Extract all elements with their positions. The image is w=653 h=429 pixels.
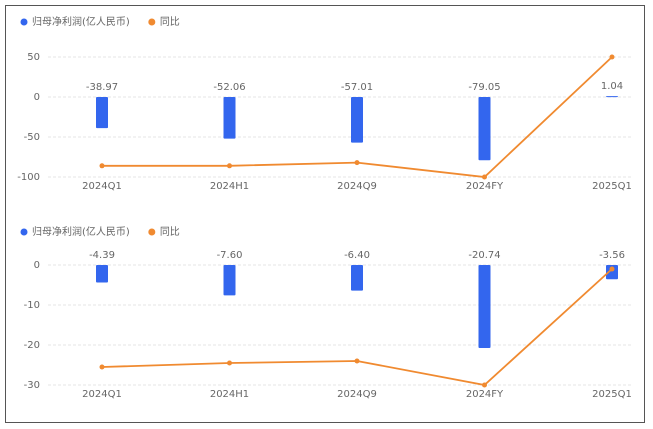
line-point [609, 54, 615, 60]
value-label: -6.40 [344, 250, 370, 261]
x-tick-label: 2025Q1 [592, 389, 632, 400]
line-point [482, 382, 487, 388]
line-point [609, 266, 615, 272]
line-point [99, 163, 105, 169]
line-point [482, 174, 487, 180]
legend-label: 归母净利润(亿人民币) [32, 15, 130, 28]
bar [478, 97, 491, 161]
x-tick-label: 2024Q1 [82, 181, 122, 192]
value-label: -79.05 [468, 82, 500, 93]
value-label: -38.97 [86, 82, 118, 93]
x-tick-label: 2024Q9 [337, 389, 377, 400]
x-tick-label: 2025Q1 [592, 181, 632, 192]
line-point [227, 360, 232, 366]
legend-marker [148, 228, 156, 236]
bar [606, 96, 618, 98]
y-tick-label: -50 [24, 132, 40, 143]
line-point [227, 163, 232, 169]
y-tick-label: -30 [24, 380, 40, 391]
x-tick-label: 2024Q1 [82, 389, 122, 400]
y-tick-label: 50 [27, 52, 40, 63]
x-tick-label: 2024H1 [210, 389, 249, 400]
bar [96, 265, 108, 283]
line-point [354, 358, 360, 364]
legend-marker [20, 18, 28, 26]
y-tick-label: -10 [24, 300, 40, 311]
y-tick-label: 0 [34, 92, 40, 103]
bar [351, 97, 363, 143]
legend-label: 归母净利润(亿人民币) [32, 225, 130, 238]
bar [478, 265, 491, 348]
value-label: -52.06 [213, 82, 245, 93]
bar [606, 265, 618, 280]
line-point [354, 160, 360, 166]
legend-marker [20, 228, 28, 236]
legend-label: 同比 [160, 16, 180, 28]
value-label: -20.74 [468, 250, 500, 261]
bar [223, 265, 236, 296]
y-tick-label: -100 [17, 172, 40, 183]
bar [351, 265, 363, 291]
legend-marker [148, 18, 156, 26]
value-label: -4.39 [89, 250, 115, 261]
x-tick-label: 2024FY [466, 181, 504, 192]
y-tick-label: 0 [34, 260, 40, 271]
value-label: 1.04 [601, 81, 623, 92]
value-label: -57.01 [341, 82, 373, 93]
bar [96, 97, 108, 129]
frame [5, 5, 645, 423]
value-label: -7.60 [217, 250, 243, 261]
value-label: -3.56 [599, 250, 625, 261]
x-tick-label: 2024FY [466, 389, 504, 400]
bar [223, 97, 236, 139]
legend-label: 同比 [160, 226, 180, 238]
x-tick-label: 2024H1 [210, 181, 249, 192]
x-tick-label: 2024Q9 [337, 181, 377, 192]
y-tick-label: -20 [24, 340, 40, 351]
line-point [99, 364, 105, 370]
